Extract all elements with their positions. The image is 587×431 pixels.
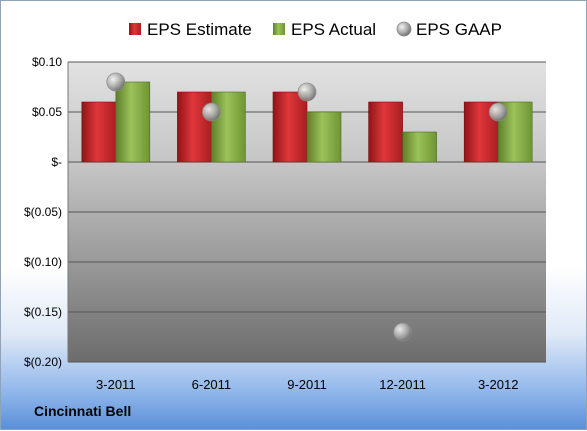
x-tick-label: 6-2011 — [192, 377, 232, 392]
x-tick-label: 3-2012 — [478, 377, 518, 392]
y-tick-label: $(0.15) — [24, 305, 62, 319]
eps-gaap-marker — [393, 322, 413, 342]
eps-estimate-bar — [272, 91, 308, 163]
y-tick-label: $(0.10) — [24, 255, 62, 269]
y-tick-label: $0.10 — [32, 55, 62, 69]
legend-swatch — [129, 23, 141, 35]
x-tick-label: 12-2011 — [379, 377, 426, 392]
legend-swatch — [396, 21, 412, 37]
y-tick-label: $0.05 — [32, 105, 62, 119]
legend-item: EPS Estimate — [129, 20, 252, 39]
y-tick-label: $(0.05) — [24, 205, 62, 219]
eps-actual-bar — [306, 111, 342, 163]
company-name: Cincinnati Bell — [34, 403, 132, 419]
legend-label: EPS Actual — [291, 20, 376, 39]
eps-actual-bar — [402, 131, 437, 163]
legend-item: EPS GAAP — [396, 20, 502, 39]
x-tick-label: 3-2011 — [96, 377, 136, 392]
eps-gaap-marker — [297, 82, 317, 102]
eps-gaap-marker — [106, 72, 126, 92]
x-tick-label: 9-2011 — [287, 377, 327, 392]
y-tick-label: $(0.20) — [24, 355, 62, 369]
eps-estimate-bar — [177, 91, 212, 163]
y-tick-label: $- — [51, 155, 62, 169]
eps-actual-bar — [115, 81, 151, 163]
eps-estimate-bar — [81, 101, 117, 163]
eps-actual-bar — [211, 91, 246, 163]
eps-gaap-marker — [488, 102, 508, 122]
legend-swatch — [273, 23, 285, 35]
legend-label: EPS Estimate — [147, 20, 252, 39]
eps-gaap-marker — [201, 102, 221, 122]
legend-label: EPS GAAP — [416, 20, 502, 39]
eps-estimate-bar — [368, 101, 403, 163]
legend-item: EPS Actual — [273, 20, 376, 39]
